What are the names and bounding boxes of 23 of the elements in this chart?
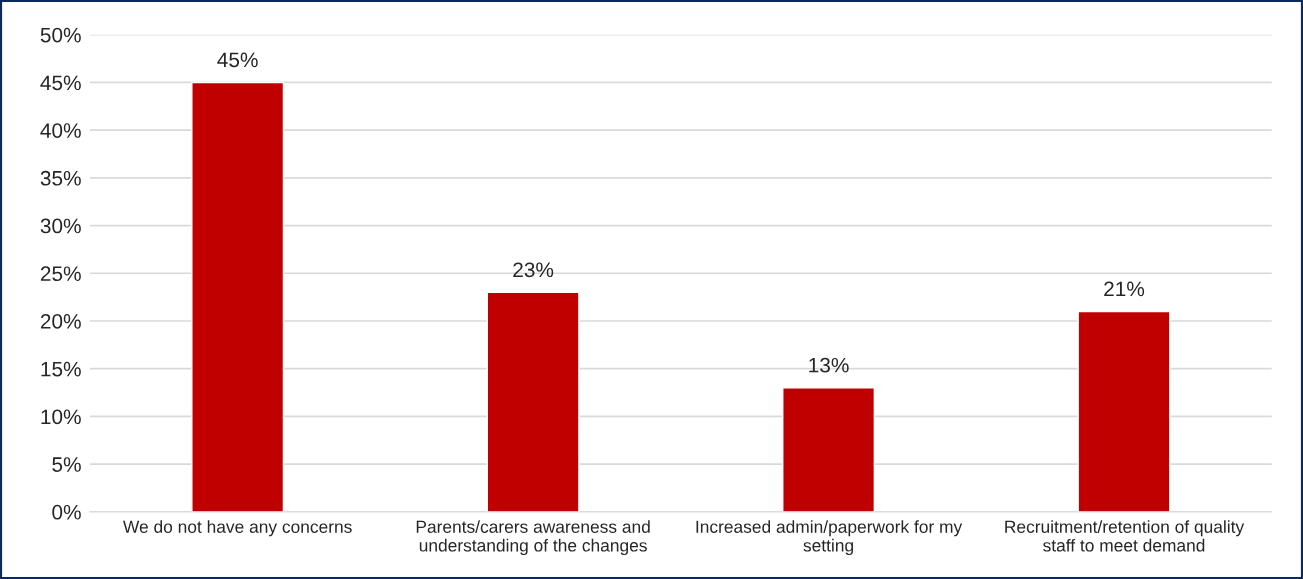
y-tick-label: 15%: [41, 361, 81, 377]
x-tick-label: We do not have any concerns: [123, 520, 352, 537]
y-tick-label: 0%: [52, 504, 81, 520]
y-tick-label: 40%: [40, 123, 81, 138]
data-label: 23%: [513, 262, 554, 278]
x-tick-label: Recruitment/retention of quality staff to meet demand: [1005, 520, 1245, 552]
y-tick-label: 20%: [40, 314, 81, 329]
y-tick-label: 25%: [40, 266, 81, 282]
x-tick-label: Increased admin/paperwork for my setting: [696, 520, 963, 556]
data-label: 45%: [217, 52, 258, 68]
data-label: 21%: [1104, 281, 1145, 297]
data-label: 13%: [809, 357, 849, 373]
y-tick-label: 35%: [40, 170, 81, 186]
y-tick-label: 50%: [40, 27, 81, 43]
y-tick-label: 30%: [40, 218, 81, 234]
bar: [191, 81, 285, 512]
bar: [1077, 310, 1171, 512]
y-tick-label: 45%: [40, 75, 81, 91]
bar: [782, 387, 876, 512]
x-tick-label: Parents/carers awareness and understanding of the changes: [416, 520, 650, 556]
y-tick-label: 10%: [41, 409, 81, 425]
y-tick-label: 5%: [52, 457, 81, 472]
bar: [486, 291, 580, 512]
